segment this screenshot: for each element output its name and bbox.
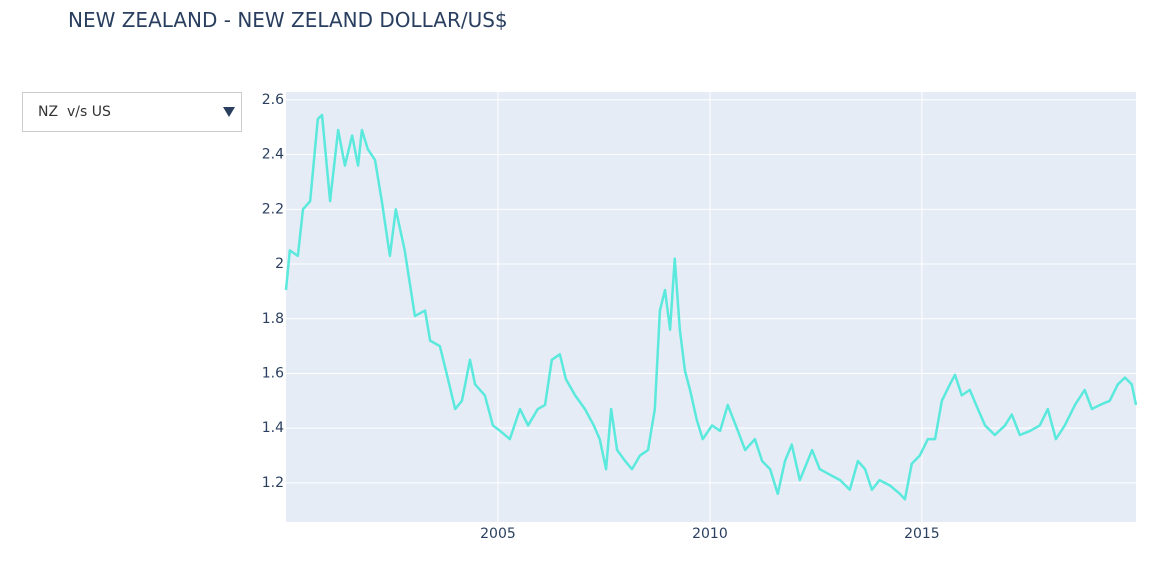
chart-title: NEW ZEALAND - NEW ZELAND DOLLAR/US$ — [68, 8, 508, 32]
dropdown-value[interactable]: NZ v/s US — [38, 104, 111, 120]
y-tick-label: 2 — [275, 256, 284, 272]
y-tick-label: 1.8 — [262, 311, 284, 327]
y-tick-label: 2.6 — [262, 92, 284, 108]
y-tick-label: 2.2 — [262, 201, 284, 217]
y-tick-label: 1.6 — [262, 365, 284, 381]
x-tick-label: 2005 — [480, 526, 516, 542]
x-tick-label: 2010 — [692, 526, 728, 542]
y-tick-label: 1.2 — [262, 475, 284, 491]
dropdown-arrow[interactable] — [223, 107, 235, 117]
y-tick-label: 2.4 — [262, 147, 284, 163]
line — [284, 113, 1138, 501]
plot-background — [286, 92, 1136, 522]
dropdown[interactable]: NZ v/s US — [22, 92, 242, 132]
y-tick-label: 1.4 — [262, 420, 284, 436]
x-tick-label: 2015 — [904, 526, 940, 542]
